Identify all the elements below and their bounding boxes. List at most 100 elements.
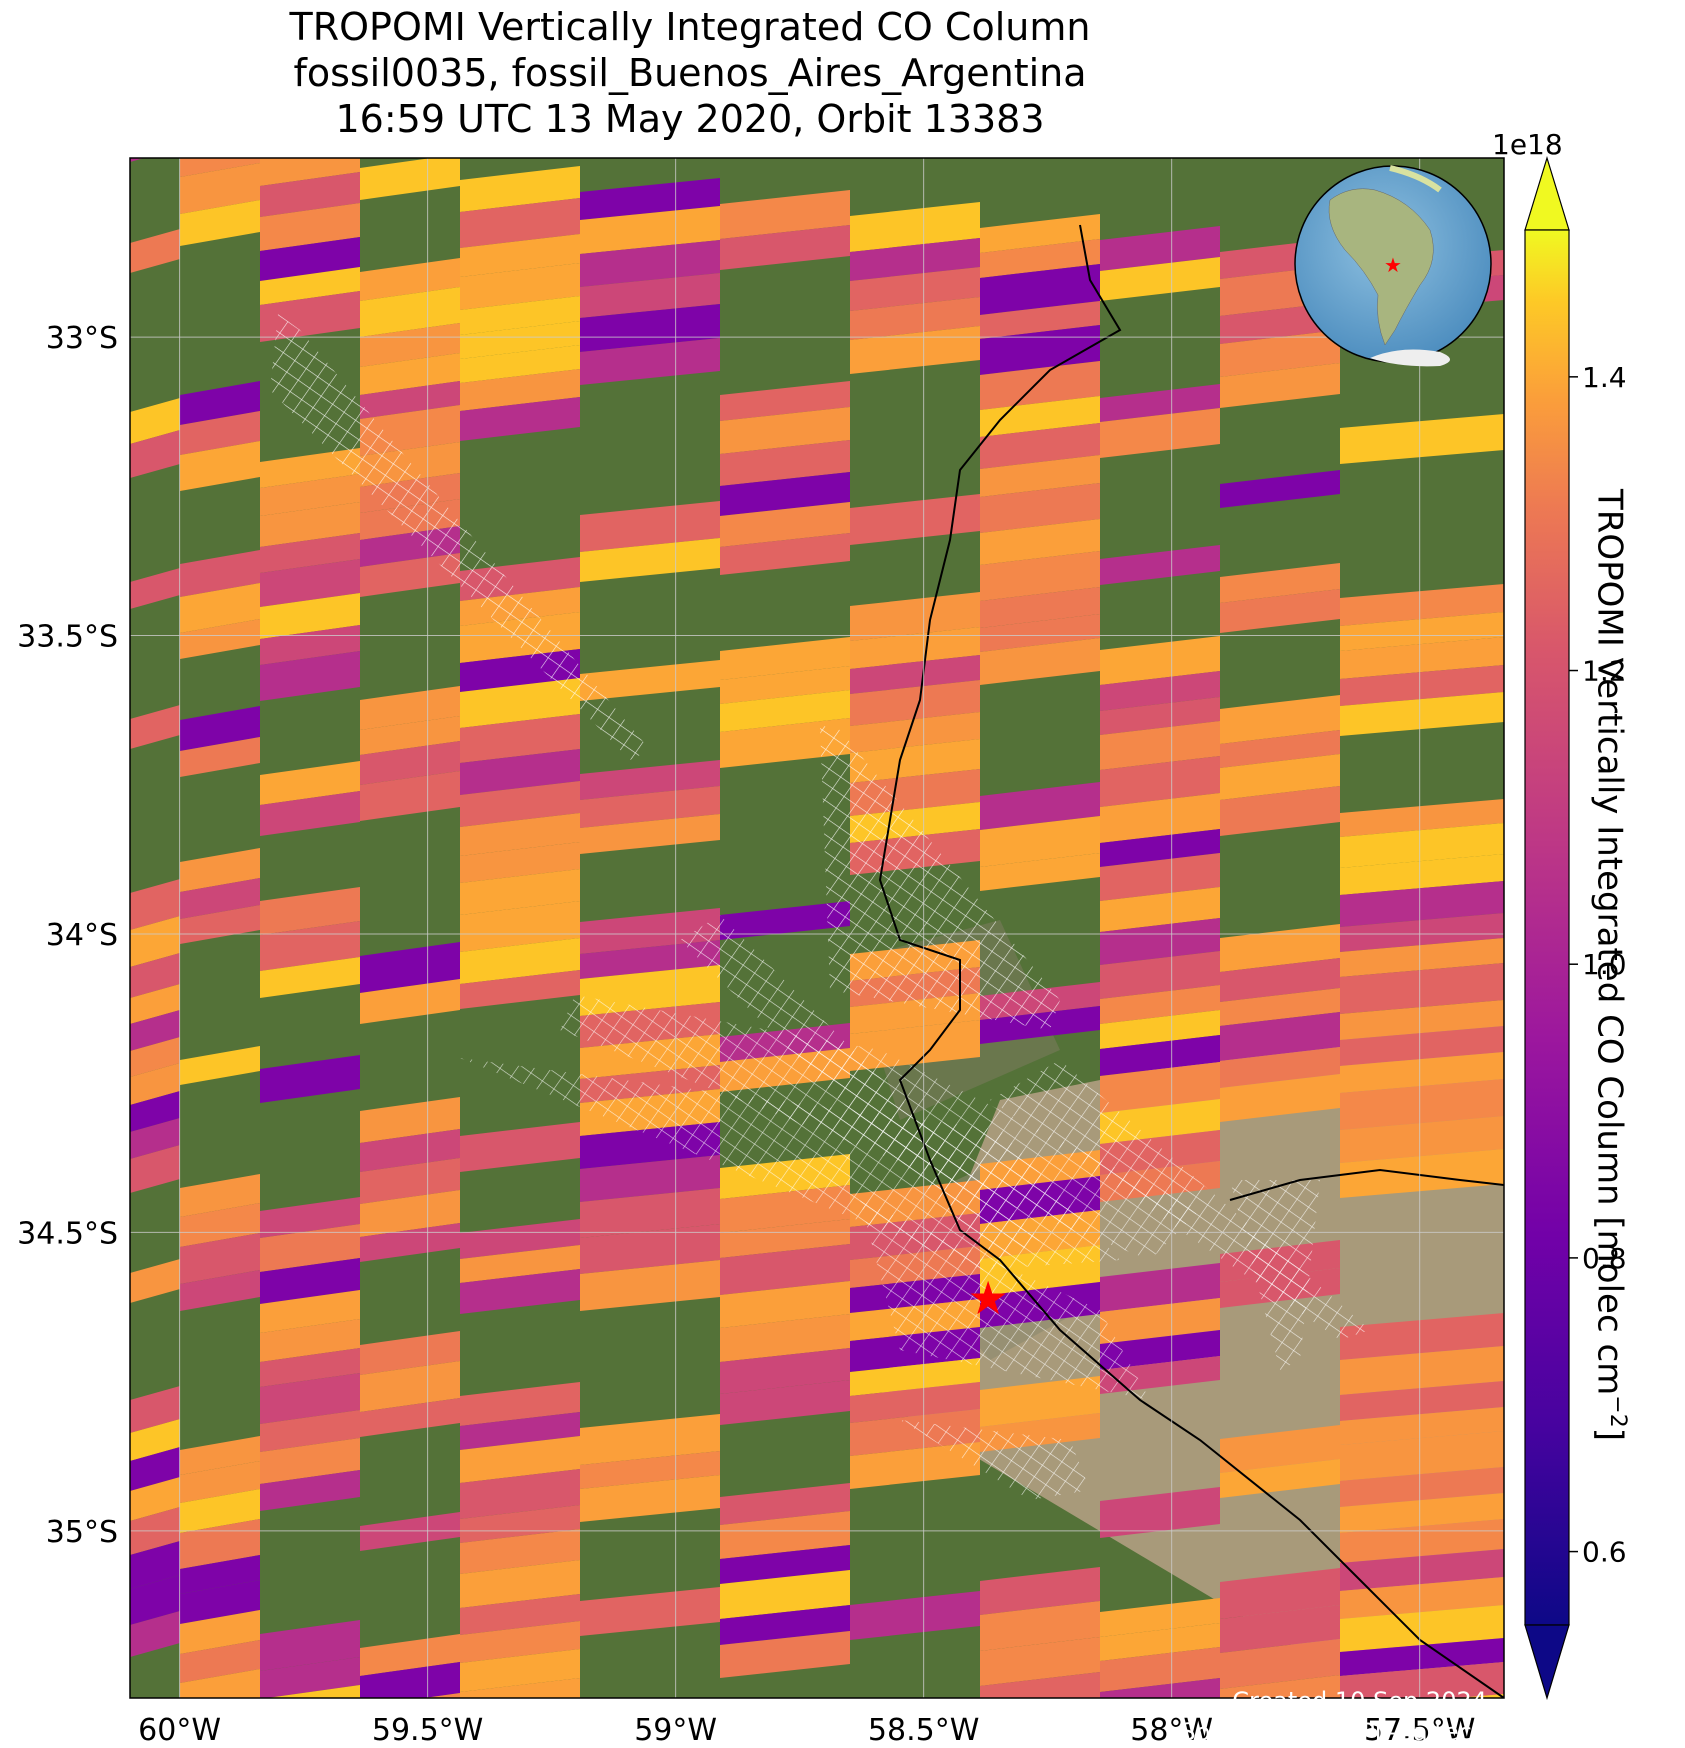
co-pixel [460, 1122, 580, 1172]
co-pixel [460, 813, 580, 856]
co-pixel [1100, 226, 1220, 271]
co-pixel [130, 1477, 180, 1521]
co-pixel [1100, 697, 1220, 735]
co-pixel [180, 200, 260, 246]
co-pixel [180, 1555, 260, 1594]
co-pixel [180, 583, 260, 633]
co-pixel [1340, 1519, 1504, 1563]
co-pixel [460, 678, 580, 728]
co-pixel [130, 953, 180, 998]
co-pixel [180, 1610, 260, 1654]
co-pixel [1100, 1010, 1220, 1049]
co-pixel [130, 229, 180, 273]
colorbar-tick-label: 1.4 [1582, 361, 1627, 394]
co-pixel [180, 411, 260, 455]
co-pixel [180, 619, 260, 659]
co-pixel [580, 660, 720, 701]
co-pixel [360, 741, 460, 785]
title-line-3: 16:59 UTC 13 May 2020, Orbit 13383 [335, 97, 1045, 141]
co-pixel [260, 625, 360, 665]
colorbar-tick-label: 1.2 [1582, 655, 1627, 688]
co-pixel [720, 1244, 850, 1295]
co-pixel [580, 1414, 720, 1465]
co-pixel [720, 637, 850, 680]
co-pixel [1220, 924, 1340, 972]
co-pixel [580, 814, 720, 854]
co-pixel [360, 771, 460, 821]
co-pixel [720, 718, 850, 768]
co-pixel [260, 1373, 360, 1424]
co-pixel [720, 1348, 850, 1394]
co-pixel [360, 716, 460, 755]
co-pixel [1340, 1052, 1504, 1093]
co-pixel [980, 239, 1100, 278]
co-pixel [1220, 1605, 1340, 1653]
co-pixel [850, 326, 980, 374]
co-pixel [360, 1331, 460, 1375]
co-pixel [180, 1669, 260, 1698]
co-pixel [1220, 730, 1340, 768]
co-pixel [460, 1219, 580, 1259]
co-pixel [1100, 918, 1220, 965]
co-pixel [1220, 1047, 1340, 1088]
co-pixel [1220, 1459, 1340, 1498]
co-pixel [1220, 786, 1340, 836]
co-pixel [850, 712, 980, 753]
co-pixel [130, 1145, 180, 1193]
co-pixel [1100, 1062, 1220, 1113]
x-tick-label: 58°W [1130, 1713, 1213, 1748]
co-pixel [130, 1611, 180, 1657]
co-pixel [130, 430, 180, 478]
co-pixel [580, 304, 720, 352]
co-pixel [720, 1314, 850, 1362]
co-pixel [260, 448, 360, 488]
co-pixel [1340, 823, 1504, 868]
basemap [130, 158, 1504, 1748]
co-pixel [260, 761, 360, 805]
co-pixel [1220, 958, 1340, 1002]
co-pixel [1340, 1149, 1504, 1198]
x-tick-label: 60°W [138, 1713, 221, 1748]
site-star-marker: ★ [968, 1271, 1009, 1325]
colorbar-label: TROPOMI Vertically Integrated CO Column … [1589, 489, 1630, 1441]
co-pixel [460, 1505, 580, 1543]
co-pixel [720, 1605, 850, 1645]
co-pixel [1220, 1639, 1340, 1689]
colorbar: 0.6 0.8 1.0 1.2 1.4 [1524, 155, 1627, 1701]
co-pixel [460, 869, 580, 915]
co-pixel [1100, 985, 1220, 1024]
co-pixel [980, 1709, 1100, 1748]
co-pixel [720, 1545, 850, 1584]
co-pixel [850, 1442, 980, 1489]
co-pixel [1100, 545, 1220, 585]
co-pixel [360, 258, 460, 301]
co-pixel [130, 1118, 180, 1159]
co-pixel [580, 273, 720, 318]
co-pixel [720, 1511, 850, 1559]
co-pixel [580, 538, 720, 582]
co-pixel [1100, 1330, 1220, 1370]
co-pixel [1100, 1623, 1220, 1661]
co-pixel [260, 267, 360, 305]
co-pixel [980, 614, 1100, 652]
co-pixel [1340, 612, 1504, 651]
co-pixel [360, 381, 460, 419]
co-pixel [580, 1188, 720, 1238]
co-pixel [1340, 665, 1504, 706]
co-pixel [360, 1158, 460, 1204]
co-pixel [1100, 829, 1220, 867]
co-pixel [460, 321, 580, 359]
co-pixel [1220, 695, 1340, 744]
co-pixel [180, 550, 260, 597]
co-pixel [980, 853, 1100, 891]
co-pixel [1100, 1647, 1220, 1692]
co-pixel [180, 1203, 260, 1247]
co-pixel [180, 1174, 260, 1217]
co-pixel [1340, 1662, 1504, 1698]
co-pixel [720, 1281, 850, 1328]
co-pixel [1100, 671, 1220, 711]
co-pixel [460, 1412, 580, 1450]
co-pixel [1220, 1074, 1340, 1122]
co-pixel [130, 1010, 180, 1051]
co-pixel [1340, 913, 1504, 952]
